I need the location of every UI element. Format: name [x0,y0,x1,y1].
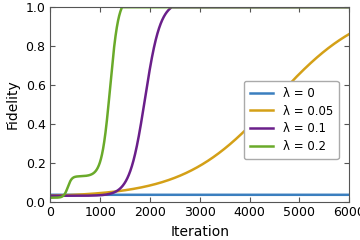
λ = 0.1 [119,186,123,189]
λ = 0.1 [52,194,56,197]
λ = 0.05 [343,35,347,38]
λ = 0.2 [343,6,347,9]
λ = 0.05 [48,194,53,197]
λ = 0.1 [312,6,316,9]
λ = 0.05 [312,58,316,61]
X-axis label: Iteration: Iteration [170,225,229,239]
λ = 0 [347,193,351,196]
λ = 0.05 [119,189,123,192]
λ = 0 [343,193,347,196]
λ = 0 [183,193,188,196]
λ = 0.1 [183,6,188,9]
λ = 0.2 [347,6,351,9]
λ = 0 [312,193,316,196]
λ = 0.1 [347,6,351,9]
λ = 0 [48,193,53,196]
λ = 0.2 [52,196,56,199]
λ = 0.05 [273,98,277,101]
λ = 0.2 [312,6,316,9]
λ = 0.2 [119,8,123,11]
λ = 0.2 [273,6,277,9]
Line: λ = 0.2: λ = 0.2 [50,7,349,198]
λ = 0.1 [273,6,277,9]
λ = 0 [273,193,277,196]
Line: λ = 0.1: λ = 0.1 [50,7,349,196]
λ = 0 [119,193,123,196]
λ = 0.1 [343,6,347,9]
Line: λ = 0.05: λ = 0.05 [50,34,349,196]
λ = 0.1 [170,6,174,9]
λ = 0.2 [120,6,124,9]
λ = 0.05 [183,172,188,175]
λ = 0.2 [48,196,53,199]
λ = 0.05 [52,194,56,197]
Y-axis label: Fidelity: Fidelity [6,79,20,129]
λ = 0.05 [347,33,351,36]
λ = 0.2 [183,6,188,9]
Legend: λ = 0, λ = 0.05, λ = 0.1, λ = 0.2: λ = 0, λ = 0.05, λ = 0.1, λ = 0.2 [244,81,339,159]
λ = 0.1 [48,194,53,197]
λ = 0 [52,193,56,196]
